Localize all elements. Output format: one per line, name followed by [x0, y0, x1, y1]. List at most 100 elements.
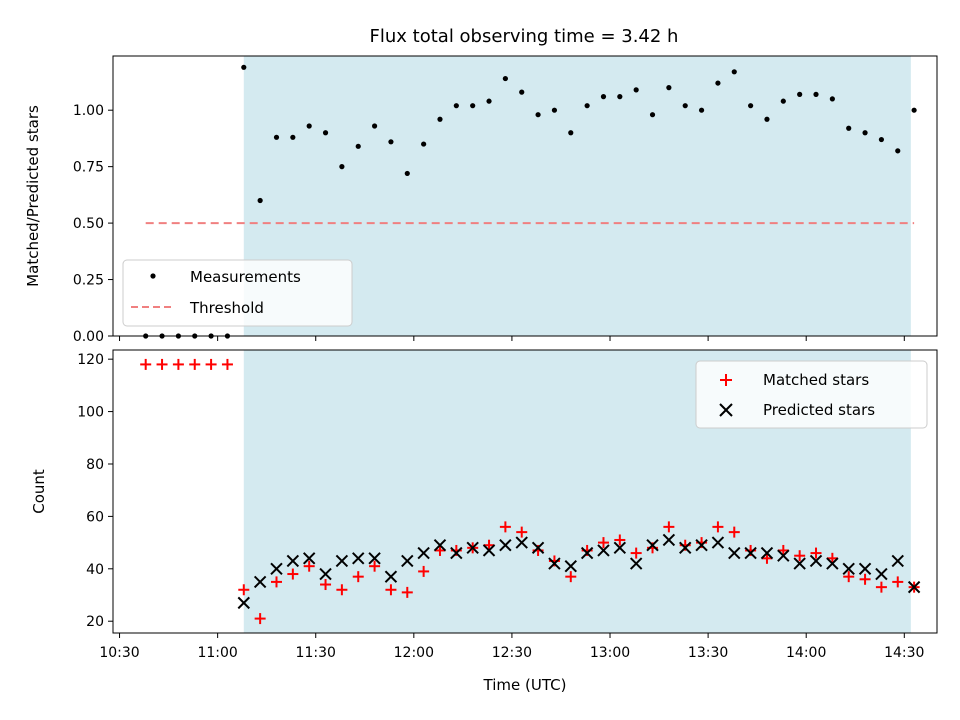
predicted-star-point — [564, 559, 577, 573]
measurement-point — [551, 107, 558, 113]
ratio-y-axis-label: Matched/Predicted stars — [24, 105, 42, 287]
matched-star-point — [761, 552, 773, 564]
measurement-point — [437, 116, 443, 122]
matched-star-point — [336, 584, 348, 596]
predicted-star-point — [842, 562, 855, 576]
measurement-point — [339, 164, 345, 170]
predicted-star-stroke-b — [613, 541, 627, 555]
predicted-star-stroke-b — [760, 546, 774, 560]
predicted-star-stroke-b — [302, 552, 316, 565]
predicted-star-point — [597, 544, 610, 557]
counts-y-tick-label: 80 — [86, 457, 104, 473]
matched-star-point — [270, 576, 282, 588]
measurement-point — [633, 87, 639, 93]
predicted-star-point — [466, 541, 479, 555]
predicted-star-stroke-b — [777, 549, 790, 562]
matched-star-point — [369, 560, 381, 572]
chart-title: Flux total observing time = 3.42 h — [370, 26, 679, 47]
counts-y-axis-label: Count — [30, 469, 48, 514]
x-tick-label: 11:30 — [296, 645, 336, 661]
predicted-star-stroke-b — [891, 554, 904, 568]
predicted-star-point — [270, 562, 283, 576]
predicted-star-point — [450, 546, 463, 560]
measurement-point — [371, 123, 378, 129]
matched-star-point — [565, 571, 577, 583]
measurement-point — [322, 130, 329, 136]
measurement-point — [470, 103, 476, 109]
measurement-point — [731, 69, 737, 75]
predicted-star-point — [695, 539, 708, 552]
ratio-x-ticks — [119, 336, 905, 341]
measurement-point — [666, 85, 672, 91]
predicted-star-point — [613, 541, 627, 555]
ratio-y-tick-label: 0.50 — [73, 216, 104, 232]
counts-y-tick-label: 100 — [77, 405, 104, 421]
counts-y-tick-label: 120 — [77, 352, 104, 368]
measurement-point — [764, 116, 770, 122]
predicted-star-point — [760, 546, 774, 560]
x-tick-label: 10:30 — [99, 645, 139, 661]
matched-star-point — [483, 539, 495, 551]
counts-panel: 20 40 60 80 100 120 10:30 11:00 11:30 12:00 12:30… — [30, 349, 938, 661]
measurement-point — [617, 94, 623, 100]
legend-threshold-label: Threshold — [189, 299, 264, 317]
predicted-star-point — [679, 541, 692, 555]
predicted-star-stroke-b — [646, 539, 659, 552]
predicted-star-point — [629, 557, 643, 570]
matched-star-point — [663, 521, 675, 533]
counts-y-ticks: 20 40 60 80 100 120 — [77, 352, 113, 630]
matched-star-point — [614, 534, 626, 546]
measurement-point — [682, 103, 688, 109]
counts-legend: Matched stars Predicted stars — [695, 360, 928, 429]
matched-star-point — [401, 586, 413, 598]
matched-star-point — [172, 358, 184, 370]
predicted-star-point — [253, 575, 267, 589]
matched-star-point — [826, 552, 838, 564]
measurement-point — [911, 107, 917, 113]
matched-star-point — [843, 571, 855, 583]
measurement-point — [273, 134, 280, 140]
matched-star-point — [728, 526, 740, 538]
predicted-star-point — [875, 567, 888, 581]
matched-star-point — [303, 560, 315, 572]
measurement-point — [290, 134, 296, 140]
predicted-star-stroke-b — [384, 570, 398, 583]
measurement-point — [829, 96, 835, 102]
legend-measurements-label: Measurements — [190, 268, 301, 286]
matched-star-point — [516, 526, 528, 538]
predicted-star-stroke-b — [548, 557, 561, 570]
counts-x-ticks: 10:30 11:00 11:30 12:00 12:30 13:00 13:30 14:00… — [99, 633, 924, 661]
x-tick-label: 12:30 — [492, 645, 532, 661]
measurement-point — [355, 143, 361, 149]
measurement-point — [257, 197, 263, 204]
predicted-star-point — [711, 536, 725, 549]
predicted-star-point — [384, 570, 398, 583]
predicted-star-stroke-b — [728, 546, 741, 560]
counts-markers-layer — [140, 358, 921, 625]
predicted-star-stroke-b — [450, 546, 463, 560]
matched-star-point — [499, 521, 511, 533]
ratio-y-tick-label: 0.75 — [73, 160, 104, 176]
x-tick-label: 14:00 — [786, 645, 826, 661]
measurement-point — [862, 130, 868, 136]
ratio-y-tick-label: 0.00 — [73, 329, 104, 345]
predicted-star-stroke-b — [907, 580, 921, 594]
predicted-star-point — [548, 557, 561, 570]
matched-star-point — [221, 358, 233, 370]
ratio-panel: 0.00 0.25 0.50 0.75 1.00 Matched/Predicted s… — [24, 55, 938, 345]
predicted-star-point — [482, 544, 496, 557]
predicted-star-stroke-b — [286, 554, 300, 568]
matched-star-point — [238, 584, 250, 596]
ratio-y-ticks: 0.00 0.25 0.50 0.75 1.00 — [73, 103, 113, 345]
matched-star-point — [254, 613, 266, 625]
measurement-point — [649, 112, 656, 118]
predicted-star-stroke-b — [695, 539, 708, 552]
matched-star-point — [875, 581, 887, 593]
measurement-point — [748, 103, 754, 109]
predicted-star-point — [417, 546, 430, 560]
predicted-star-stroke-b — [466, 541, 479, 555]
x-tick-label: 12:00 — [394, 645, 434, 661]
predicted-star-point — [858, 562, 872, 576]
predicted-star-stroke-b — [482, 544, 496, 557]
predicted-star-point — [891, 554, 904, 568]
